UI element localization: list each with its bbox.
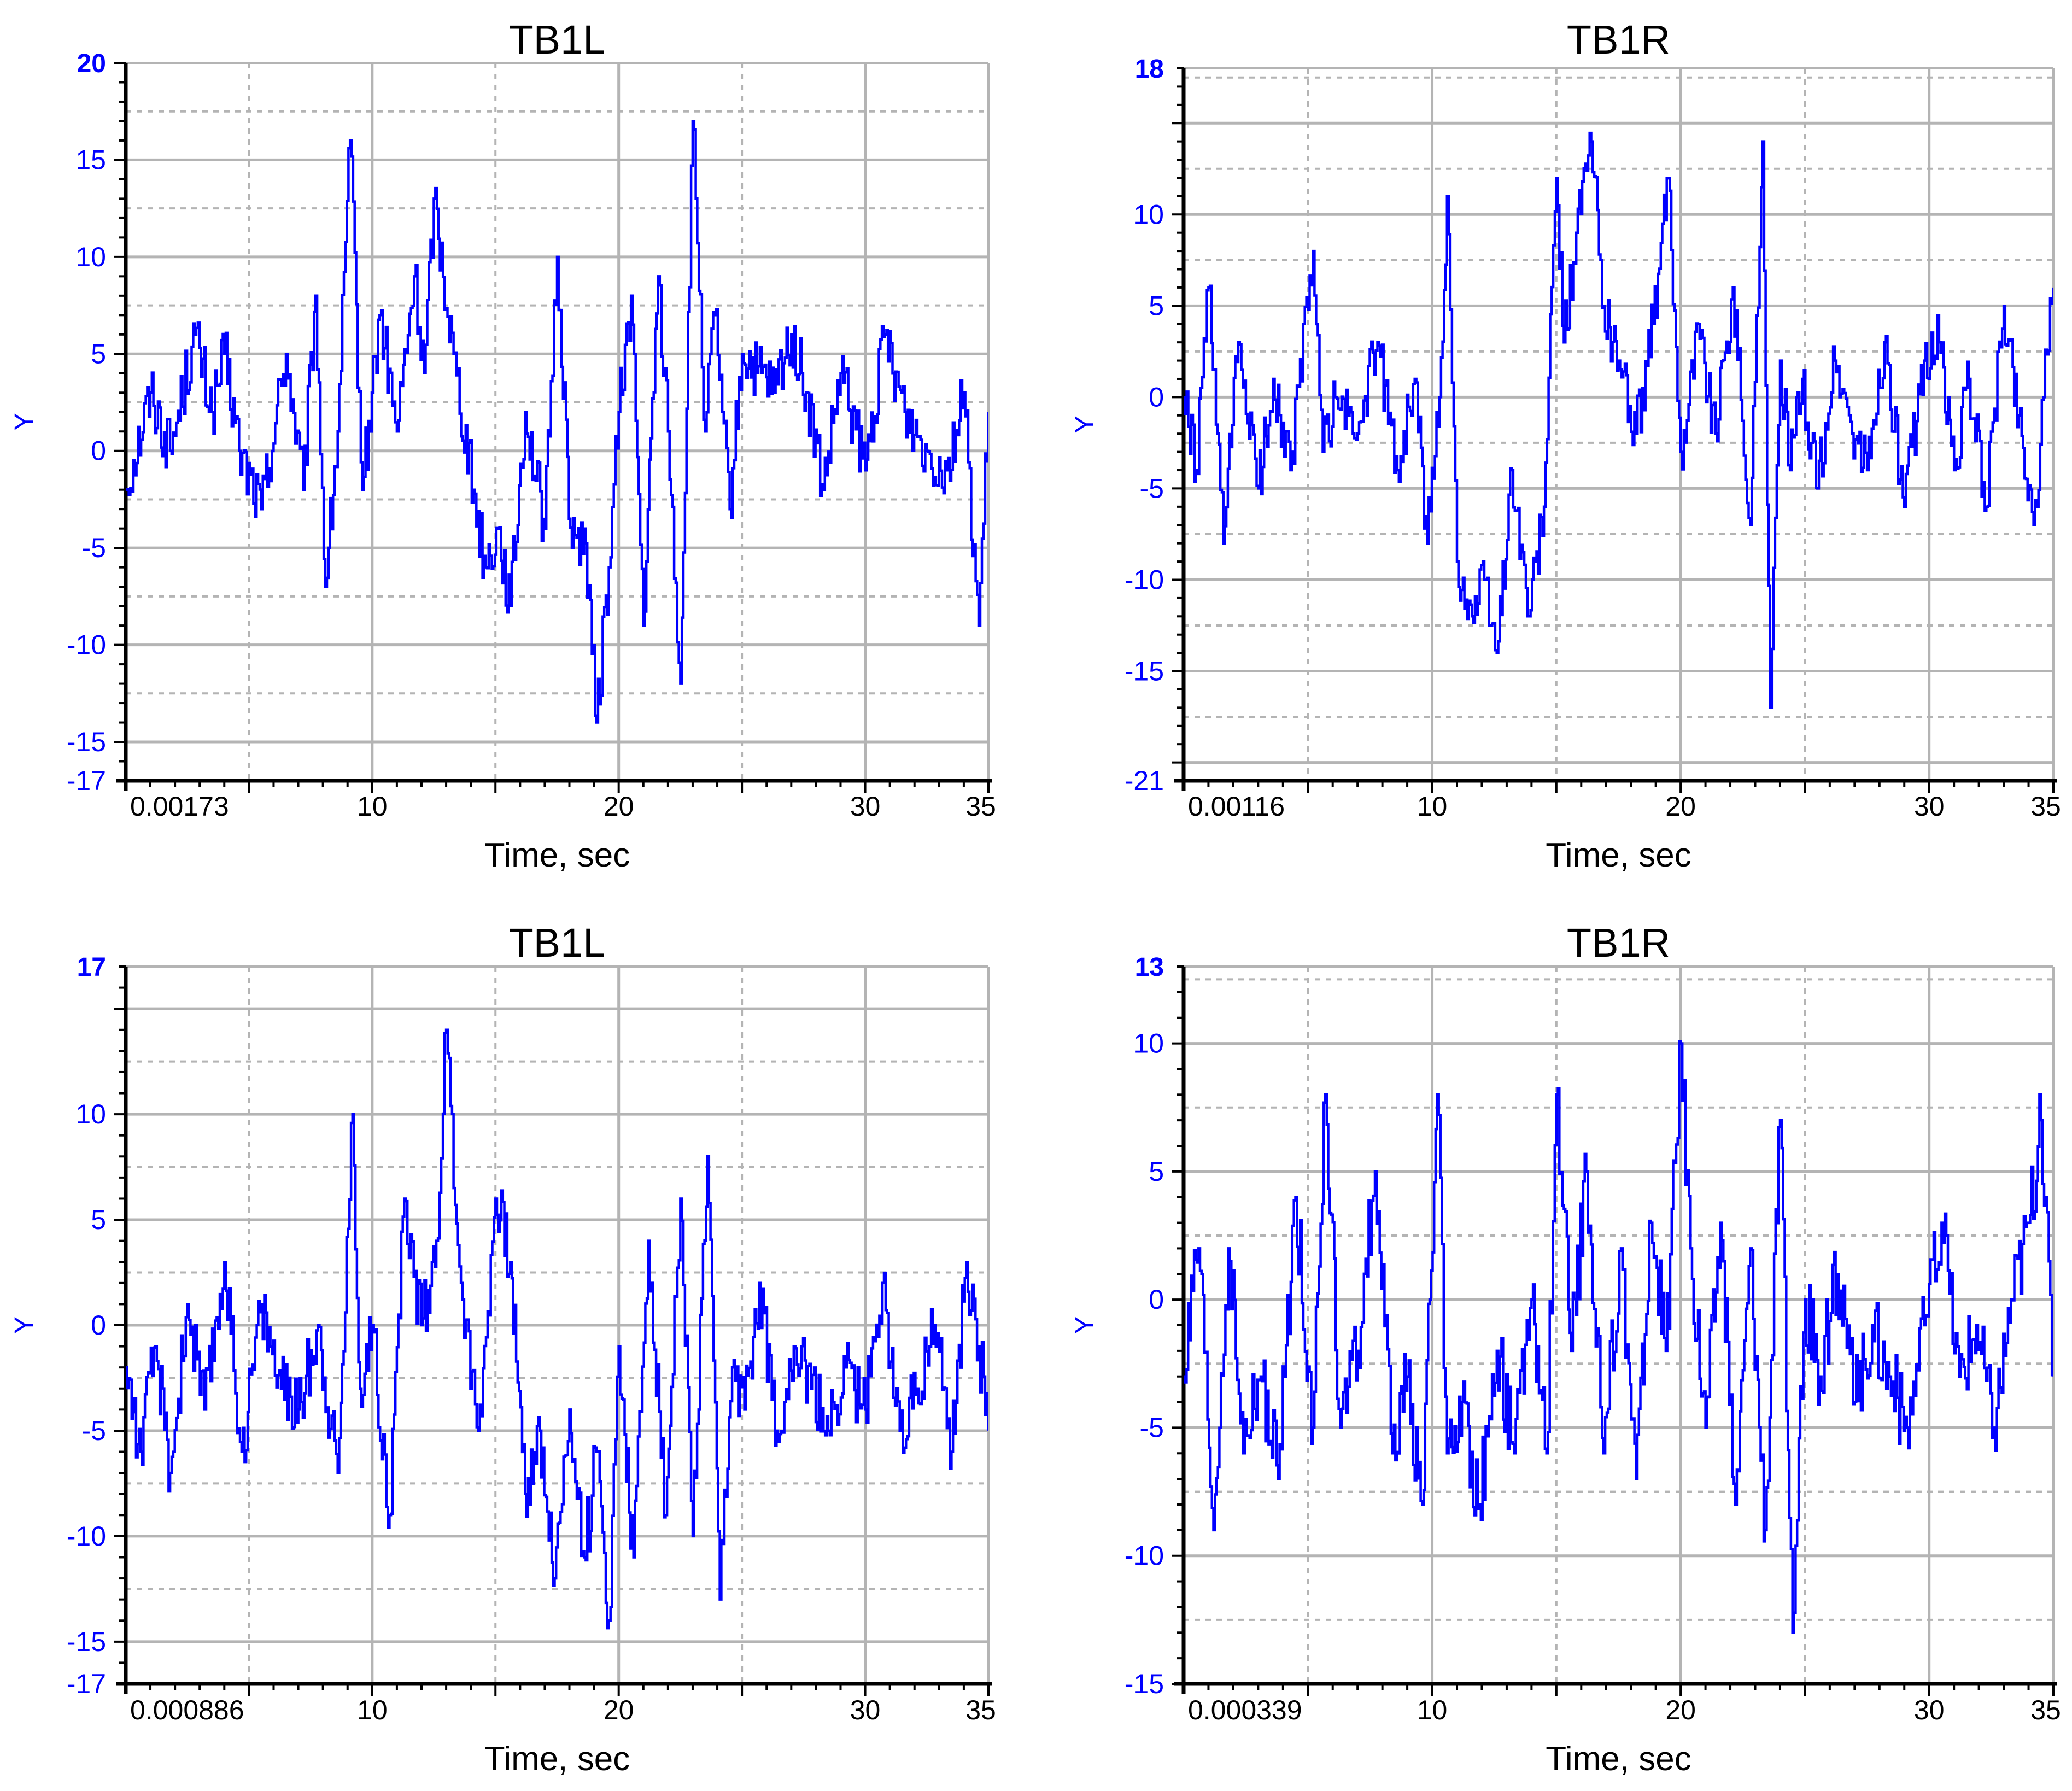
chart-panel-top-right: TB1R Time, sec Y 18 10 5 0 -5 -10 -15 -21 0.0011… — [1070, 17, 2061, 874]
x-tick-label: 0.000339 — [1188, 1695, 1302, 1725]
y-tick-label: -5 — [82, 1415, 106, 1446]
x-tick-label: 0.000886 — [130, 1695, 244, 1725]
y-tick-label: 10 — [1133, 199, 1164, 230]
chart-panel-bottom-left: TB1L Time, sec Y 17 10 5 0 -5 -10 -15 -17 0.0008… — [10, 920, 996, 1778]
x-tick-label: 35 — [2030, 1695, 2061, 1725]
x-tick-label: 10 — [357, 791, 388, 822]
x-tick-label: 0.00116 — [1188, 791, 1285, 822]
y-tick-label: -17 — [67, 765, 106, 796]
x-tick-label: 30 — [1914, 791, 1945, 822]
y-tick-label: 10 — [1133, 1028, 1164, 1059]
series-line — [1184, 131, 2053, 709]
y-tick-label: 0 — [91, 436, 106, 466]
y-tick-label: -10 — [1125, 1541, 1164, 1571]
chart-title: TB1L — [509, 920, 606, 965]
series-line — [126, 120, 988, 724]
y-tick-label: -15 — [67, 1626, 106, 1657]
x-axis-label: Time, sec — [1546, 836, 1691, 874]
x-tick-label: 30 — [850, 791, 881, 822]
y-tick-label: -17 — [67, 1669, 106, 1699]
y-axis-label: Y — [10, 1316, 39, 1334]
grid-lines — [1184, 67, 2055, 781]
y-tick-label: 15 — [75, 144, 106, 175]
x-axis-label: Time, sec — [1546, 1740, 1691, 1778]
y-tick-label: 18 — [1135, 55, 1164, 84]
y-tick-label: -5 — [1140, 1412, 1164, 1443]
grid-lines — [1184, 965, 2055, 1684]
x-tick-label: 10 — [1417, 791, 1448, 822]
x-tick-label: 35 — [2030, 791, 2061, 822]
y-axis-label: Y — [10, 413, 39, 430]
x-tick-label: 35 — [965, 791, 996, 822]
x-tick-label: 30 — [850, 1695, 881, 1725]
y-tick-label: 10 — [75, 1099, 106, 1129]
y-tick-label: -10 — [1125, 564, 1164, 595]
x-tick-label: 30 — [1914, 1695, 1945, 1725]
chart-panel-bottom-right: TB1R Time, sec Y 13 10 5 0 -5 -10 -15 0.000339 1… — [1070, 920, 2061, 1778]
y-axis-label: Y — [1070, 415, 1099, 433]
x-tick-label: 20 — [1665, 791, 1696, 822]
y-tick-label: 5 — [1149, 1156, 1164, 1187]
chart-panel-top-left: TB1L Time, sec Y 20 15 10 5 0 -5 -10 -15 -17 0.00… — [10, 17, 996, 874]
y-tick-label: -10 — [67, 1521, 106, 1552]
x-tick-label: 35 — [965, 1695, 996, 1725]
y-axis-label: Y — [1070, 1316, 1099, 1334]
x-tick-label: 0.00173 — [130, 791, 229, 822]
x-axis-label: Time, sec — [484, 1740, 630, 1778]
y-tick-label: 5 — [1149, 290, 1164, 321]
y-tick-label: 0 — [1149, 1284, 1164, 1315]
y-tick-label: 20 — [77, 49, 106, 78]
x-tick-label: 20 — [604, 791, 634, 822]
y-tick-label: 10 — [75, 242, 106, 272]
series-line — [126, 1028, 988, 1630]
y-tick-label: -15 — [1125, 656, 1164, 687]
y-tick-label: -5 — [1140, 473, 1164, 504]
x-tick-label: 10 — [357, 1695, 388, 1725]
x-tick-label: 20 — [604, 1695, 634, 1725]
y-tick-label: -21 — [1125, 765, 1164, 796]
x-tick-label: 20 — [1665, 1695, 1696, 1725]
y-tick-label: -5 — [82, 532, 106, 563]
y-tick-label: -15 — [1125, 1669, 1164, 1699]
y-tick-label: 17 — [77, 953, 106, 982]
y-tick-label: 0 — [1149, 382, 1164, 412]
y-tick-label: 5 — [91, 1204, 106, 1235]
series-line — [1184, 1040, 2053, 1634]
x-axis-label: Time, sec — [484, 836, 630, 874]
y-tick-label: 0 — [91, 1310, 106, 1341]
y-tick-label: 5 — [91, 338, 106, 369]
y-tick-label: 13 — [1135, 953, 1164, 982]
grid-lines — [126, 965, 990, 1684]
chart-title: TB1R — [1567, 920, 1670, 965]
y-tick-label: -10 — [67, 630, 106, 660]
x-tick-label: 10 — [1417, 1695, 1448, 1725]
y-tick-label: -15 — [67, 727, 106, 757]
chart-title: TB1R — [1567, 17, 1670, 62]
chart-title: TB1L — [509, 17, 606, 62]
